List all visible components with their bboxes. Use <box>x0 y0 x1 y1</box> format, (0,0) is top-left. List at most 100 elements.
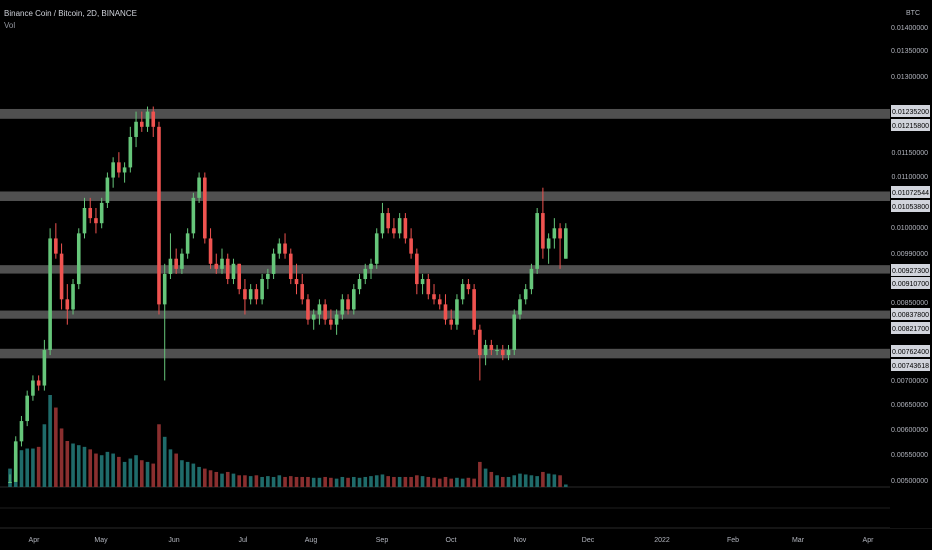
candle-body <box>300 284 305 300</box>
price-tag-label: 0.01072544 <box>892 190 929 197</box>
volume-bar <box>466 477 471 487</box>
volume-bar <box>134 455 138 487</box>
candle-body <box>139 121 144 127</box>
price-tick-label: 0.00600000 <box>891 427 928 434</box>
candle-body <box>352 289 356 310</box>
candle-body <box>374 233 379 264</box>
volume-bar <box>558 475 562 487</box>
volume-bar <box>357 477 362 487</box>
volume-bar <box>151 463 156 487</box>
candle-body <box>220 258 224 269</box>
time-tick-label: Mar <box>792 537 805 544</box>
volume-bar <box>483 468 488 487</box>
volume-bar <box>168 449 173 487</box>
candle-body <box>185 233 190 254</box>
candle-body <box>415 253 419 285</box>
candle-body <box>99 202 104 224</box>
candle-body <box>105 177 110 203</box>
candle-body <box>552 228 557 239</box>
candle-body <box>59 253 64 300</box>
price-tick-label: 0.00650000 <box>891 402 928 409</box>
candle-body <box>529 268 534 290</box>
volume-bar <box>529 475 534 487</box>
volume-bar <box>111 453 115 487</box>
candle-body <box>460 284 465 300</box>
candle-body <box>271 253 276 274</box>
price-tick-label: 0.01100000 <box>892 174 929 181</box>
time-tick-label: Nov <box>514 537 527 544</box>
volume-bar <box>478 461 482 487</box>
candle-body <box>306 299 310 320</box>
candle-body <box>357 279 362 290</box>
candle-body <box>76 233 81 285</box>
candle-body <box>420 279 425 285</box>
candle-body <box>19 421 24 442</box>
candle-body <box>455 299 459 325</box>
volume-bar <box>460 478 465 487</box>
volume-bar <box>254 475 259 487</box>
volume-bar <box>157 424 161 487</box>
candle-body <box>346 299 350 310</box>
volume-bar <box>512 475 517 487</box>
candle-body <box>237 263 241 290</box>
candle-body <box>94 218 98 224</box>
candle-body <box>111 162 115 178</box>
volume-bar <box>71 443 75 487</box>
volume-bar <box>191 463 196 487</box>
time-tick-label: Feb <box>727 537 739 544</box>
candle-body <box>535 213 539 269</box>
volume-bar <box>363 476 368 487</box>
candle-body <box>134 121 138 137</box>
price-tick-label: 0.00700000 <box>891 378 928 385</box>
volume-label: Vol <box>4 21 16 30</box>
candle-body <box>311 314 316 320</box>
price-tick-label: 0.01000000 <box>891 225 928 232</box>
candle-body <box>243 289 247 300</box>
volume-bar <box>294 476 299 487</box>
price-tick-label: 0.00850000 <box>891 300 928 307</box>
volume-bar <box>271 476 276 487</box>
volume-bar <box>225 471 230 487</box>
candle-body <box>369 263 373 269</box>
volume-bar <box>455 477 459 487</box>
candle-body <box>317 304 322 315</box>
candle-body <box>54 238 58 254</box>
price-tick-label: 0.00990000 <box>891 251 928 258</box>
volume-bar <box>386 476 390 487</box>
candle-body <box>88 207 93 219</box>
candle-body <box>36 380 41 386</box>
volume-bar <box>374 475 379 487</box>
candle-body <box>283 243 287 254</box>
price-axis[interactable]: 0.01400000 0.01350000 0.01300000 0.01150000… <box>890 0 932 528</box>
price-tag <box>891 345 930 357</box>
volume-bar <box>352 476 356 487</box>
candle-body <box>225 258 230 280</box>
volume-bar <box>420 476 425 487</box>
price-tick-label: 0.01300000 <box>891 74 928 81</box>
volume-bar <box>203 468 207 487</box>
candle-body <box>449 319 454 325</box>
candle-body <box>117 162 121 173</box>
volume-bar <box>472 478 476 487</box>
candle-body <box>483 344 488 356</box>
candle-body <box>288 253 293 280</box>
candle-body <box>432 294 436 300</box>
volume-bar <box>82 446 87 487</box>
time-axis[interactable]: Apr May Jun Jul Aug Sep Oct Nov Dec 2022 Feb Mar Apr <box>29 537 875 544</box>
candle-body <box>518 299 522 315</box>
time-tick-label: Sep <box>376 537 389 544</box>
price-tag-label: 0.00927300 <box>892 268 929 275</box>
volume-bar <box>220 473 224 487</box>
price-tag-label: 0.01215800 <box>892 123 929 130</box>
price-tick-label: 0.01400000 <box>891 25 928 32</box>
price-tag-label: 0.00837800 <box>892 312 929 319</box>
time-tick-label: Aug <box>305 537 318 544</box>
volume-bar <box>329 477 333 487</box>
candle-body <box>82 207 87 234</box>
candle-body <box>340 299 345 315</box>
price-tag <box>891 200 930 212</box>
candle-body <box>294 279 299 285</box>
candle-body <box>203 177 207 239</box>
candle-body <box>180 253 184 269</box>
